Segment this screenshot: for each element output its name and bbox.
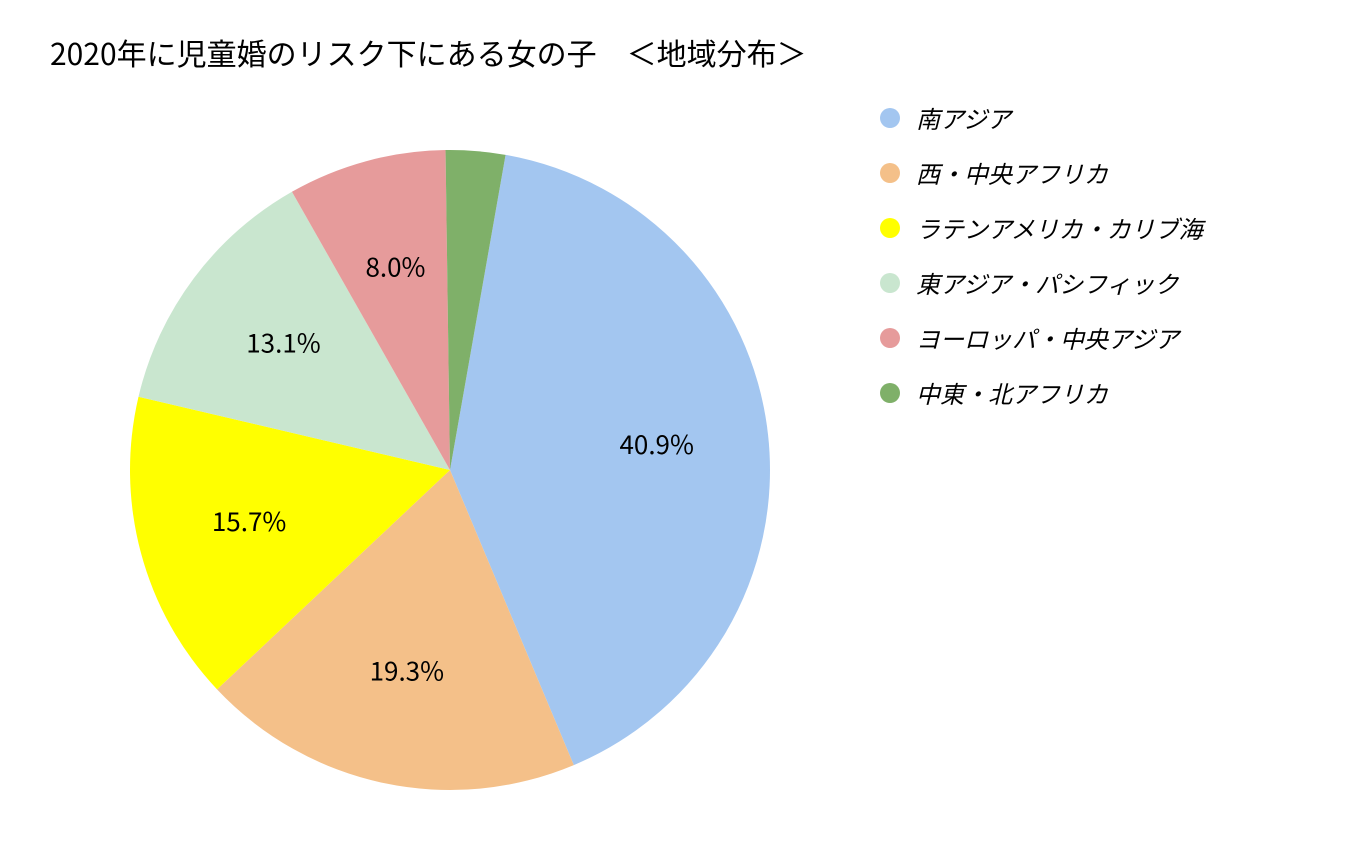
- legend-item: ヨーロッパ・中央アジア: [880, 320, 1203, 355]
- legend-label: 中東・北アフリカ: [916, 375, 1108, 410]
- legend-item: 西・中央アフリカ: [880, 155, 1203, 190]
- legend-item: 南アジア: [880, 100, 1203, 135]
- legend-label: ラテンアメリカ・カリブ海: [916, 210, 1203, 245]
- legend-marker: [880, 273, 900, 293]
- legend-marker: [880, 163, 900, 183]
- slice-label: 15.7%: [212, 502, 286, 539]
- legend-label: 南アジア: [916, 100, 1011, 135]
- legend-marker: [880, 328, 900, 348]
- slice-label: 8.0%: [365, 247, 425, 284]
- slice-label: 40.9%: [619, 425, 693, 462]
- chart-title: 2020年に児童婚のリスク下にある女の子 ＜地域分布＞: [50, 30, 807, 74]
- legend-label: ヨーロッパ・中央アジア: [916, 320, 1179, 355]
- chart-container: 2020年に児童婚のリスク下にある女の子 ＜地域分布＞ 40.9% 19.3% 15…: [0, 0, 1364, 844]
- legend-label: 西・中央アフリカ: [916, 155, 1108, 190]
- slice-label: 19.3%: [370, 652, 444, 689]
- slice-label: 13.1%: [246, 323, 320, 360]
- legend-marker: [880, 108, 900, 128]
- legend-label: 東アジア・パシフィック: [916, 265, 1179, 300]
- pie-chart-area: 40.9% 19.3% 15.7% 13.1% 8.0%: [80, 100, 820, 844]
- legend-item: 東アジア・パシフィック: [880, 265, 1203, 300]
- legend-item: ラテンアメリカ・カリブ海: [880, 210, 1203, 245]
- legend-marker: [880, 218, 900, 238]
- pie-chart-svg: 40.9% 19.3% 15.7% 13.1% 8.0%: [80, 100, 820, 840]
- legend: 南アジア西・中央アフリカラテンアメリカ・カリブ海東アジア・パシフィックヨーロッパ…: [880, 100, 1203, 430]
- legend-marker: [880, 383, 900, 403]
- legend-item: 中東・北アフリカ: [880, 375, 1203, 410]
